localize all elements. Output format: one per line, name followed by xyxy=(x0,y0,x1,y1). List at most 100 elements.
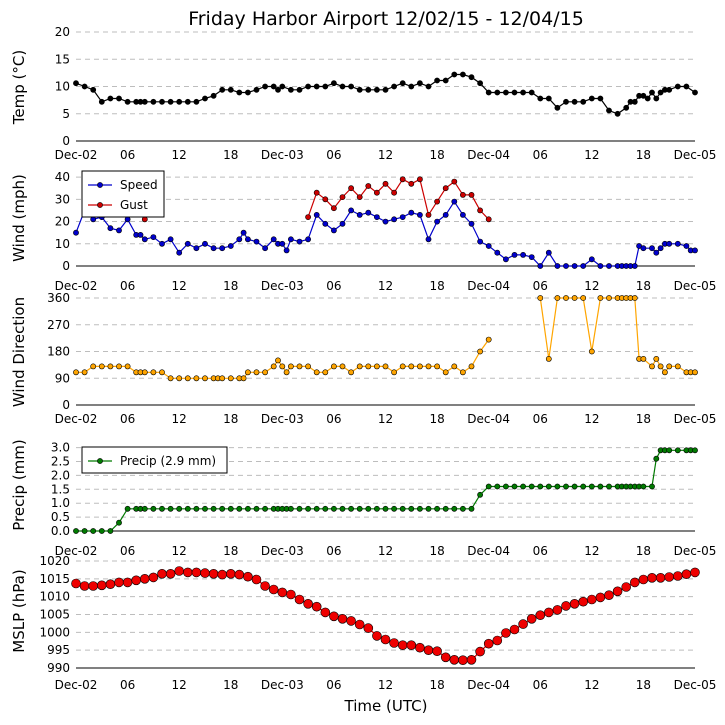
data-point xyxy=(202,95,208,102)
data-point xyxy=(373,505,380,512)
data-point xyxy=(81,369,88,376)
data-point xyxy=(554,295,561,301)
data-point xyxy=(451,505,458,512)
data-point xyxy=(339,505,346,512)
data-point xyxy=(459,191,466,198)
data-point xyxy=(408,505,415,512)
data-point xyxy=(501,628,511,638)
data-point xyxy=(451,363,458,370)
data-point xyxy=(442,211,449,218)
data-point xyxy=(365,209,372,216)
data-point xyxy=(208,568,219,579)
data-point xyxy=(545,249,552,256)
y-tick-label: 5 xyxy=(62,107,70,121)
data-point xyxy=(124,505,131,512)
data-point xyxy=(649,245,655,252)
data-point xyxy=(219,245,226,252)
series-line-mslp xyxy=(75,570,696,661)
data-point xyxy=(202,375,208,382)
data-point xyxy=(580,295,587,301)
data-point xyxy=(330,363,337,370)
data-point xyxy=(365,363,372,370)
x-tick-label: 12 xyxy=(172,544,187,558)
data-point xyxy=(571,483,578,490)
y-tick-label: 1010 xyxy=(39,590,70,604)
data-point xyxy=(595,592,606,603)
data-point xyxy=(329,611,339,622)
data-point xyxy=(657,245,664,252)
data-point xyxy=(287,363,294,370)
data-point xyxy=(511,251,518,258)
data-point xyxy=(240,375,247,382)
data-point xyxy=(88,581,98,591)
data-point xyxy=(563,98,569,105)
x-tick-label: 12 xyxy=(378,148,393,162)
data-point xyxy=(657,89,664,96)
data-point xyxy=(597,483,604,490)
data-point xyxy=(434,77,440,84)
x-tick-label: Dec-03 xyxy=(261,678,304,692)
data-point xyxy=(287,236,294,243)
data-point xyxy=(391,505,397,512)
data-point xyxy=(537,483,544,490)
y-tick-label: 360 xyxy=(47,291,70,305)
data-point xyxy=(537,263,544,269)
data-point xyxy=(485,483,492,490)
data-point xyxy=(330,205,337,212)
data-point xyxy=(425,211,432,218)
data-point xyxy=(666,240,673,247)
data-point xyxy=(107,225,114,232)
data-point xyxy=(191,567,202,578)
data-point xyxy=(468,505,475,512)
data-point xyxy=(313,369,320,376)
y-tick-label: 180 xyxy=(47,345,70,359)
y-tick-label: 2.0 xyxy=(51,468,70,482)
data-point xyxy=(434,505,440,512)
data-point xyxy=(356,505,363,512)
data-point xyxy=(116,227,122,234)
series-line-direction xyxy=(539,297,695,374)
x-tick-label: Dec-04 xyxy=(467,412,510,426)
x-tick-label: 18 xyxy=(636,544,651,558)
y-tick-label: 10 xyxy=(55,80,70,94)
y-tick-label: 3.0 xyxy=(51,441,70,455)
series-line-gust xyxy=(307,178,490,220)
data-point xyxy=(287,86,294,93)
data-point xyxy=(202,505,208,512)
data-point xyxy=(494,483,501,490)
data-point xyxy=(296,238,303,245)
data-point xyxy=(459,505,466,512)
data-point xyxy=(674,447,681,454)
x-tick-label: 12 xyxy=(584,279,599,293)
data-point xyxy=(477,348,483,355)
x-tick-label: 06 xyxy=(326,279,341,293)
y-tick-label: 20 xyxy=(55,25,70,39)
legend-label: Precip (2.9 mm) xyxy=(120,454,216,468)
x-tick-label: Dec-04 xyxy=(467,544,510,558)
data-point xyxy=(141,236,148,243)
data-point xyxy=(116,363,122,370)
data-point xyxy=(184,240,191,247)
data-point xyxy=(537,95,544,102)
data-point xyxy=(320,607,331,618)
chart-title: Friday Harbor Airport 12/02/15 - 12/04/1… xyxy=(188,8,584,30)
x-tick-label: 06 xyxy=(326,544,341,558)
data-point xyxy=(253,86,260,93)
x-tick-label: 18 xyxy=(636,279,651,293)
data-point xyxy=(657,363,664,370)
data-point xyxy=(219,86,226,93)
data-point xyxy=(141,98,148,105)
data-point xyxy=(511,483,518,490)
data-point xyxy=(373,189,380,196)
data-point xyxy=(391,369,397,376)
data-point xyxy=(477,80,483,87)
x-tick-label: Dec-03 xyxy=(261,279,304,293)
data-point xyxy=(416,80,423,87)
x-tick-label: 12 xyxy=(584,544,599,558)
y-tick-label: 990 xyxy=(47,661,70,675)
data-point xyxy=(399,80,406,87)
y-axis-label: Wind Direction xyxy=(10,297,28,407)
data-point xyxy=(416,363,423,370)
data-point xyxy=(545,355,552,362)
data-point xyxy=(647,572,657,583)
